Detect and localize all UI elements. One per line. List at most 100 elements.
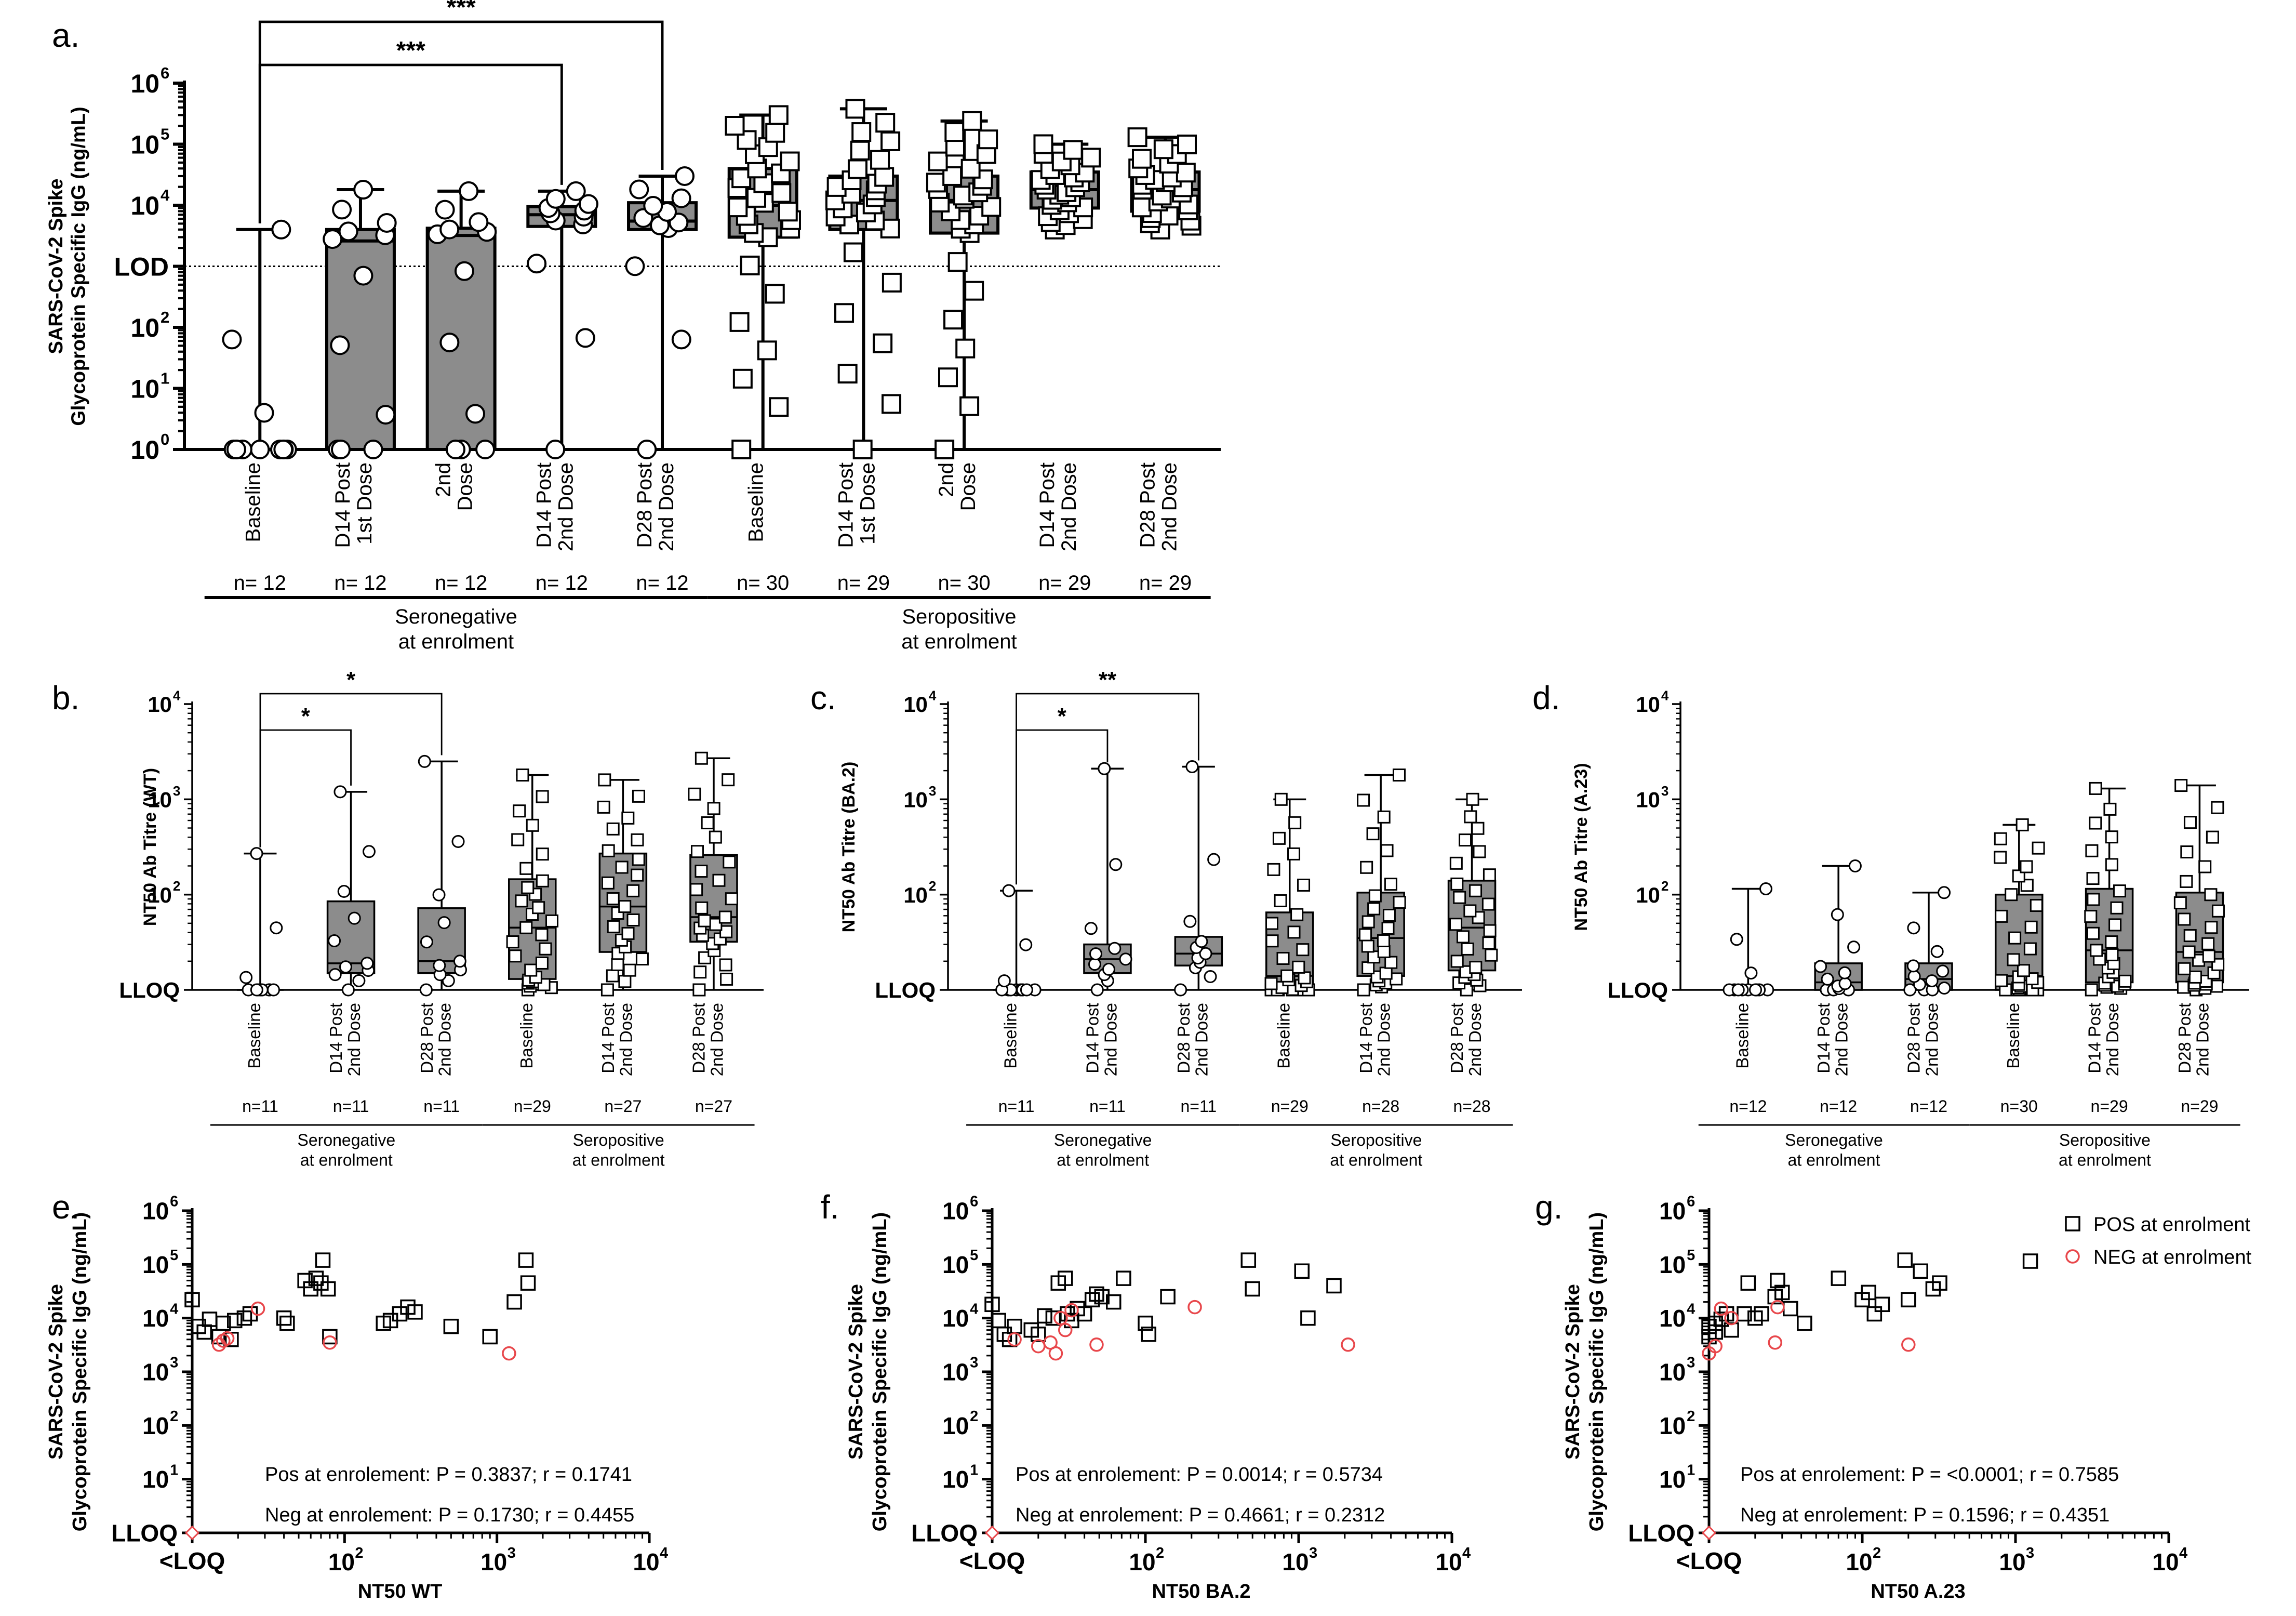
data-point (297, 1273, 313, 1289)
data-point (1368, 889, 1382, 903)
data-point (943, 310, 964, 330)
data-point (1119, 952, 1132, 966)
data-point (1183, 915, 1197, 928)
group-span-label: at enrolment (1057, 1150, 1149, 1169)
x-tick-base: 10 (1282, 1548, 1309, 1575)
data-point (1160, 1289, 1176, 1305)
panel-b-ytick-exp: 3 (173, 783, 180, 799)
data-point (1994, 832, 2007, 845)
data-point (2015, 818, 2029, 831)
x-tick-base: 10 (1435, 1548, 1462, 1575)
group-n-label: n= 29 (1139, 572, 1192, 594)
panel-b-ytick-exp: 2 (173, 878, 180, 894)
data-point (518, 1252, 534, 1268)
data-point (2211, 801, 2224, 814)
x-tick-label: <LOQ (959, 1547, 1025, 1574)
stats-annotation: Neg at enrolement: P = 0.1730; r = 0.445… (265, 1504, 634, 1526)
data-point (602, 844, 615, 857)
data-point (328, 934, 341, 948)
data-point (330, 335, 350, 355)
panel-c-ytick-exp: 4 (929, 687, 937, 703)
data-point (1274, 792, 1288, 806)
data-point (1740, 1275, 1756, 1291)
data-point (1384, 878, 1397, 891)
data-point (1932, 1275, 1947, 1291)
data-point (361, 957, 374, 970)
data-point (851, 122, 872, 142)
data-point (254, 403, 274, 423)
data-point (271, 219, 291, 240)
panel-c-ytick-base: 10 (903, 883, 928, 907)
data-point (437, 916, 451, 930)
data-point (526, 818, 539, 832)
x-category-label: 2nd Dose (435, 1003, 454, 1076)
data-point (1106, 1294, 1122, 1310)
data-point (1058, 1322, 1073, 1337)
x-category-label: 1st Dose (856, 462, 879, 545)
stats-annotation: Neg at enrolement: P = 0.4661; r = 0.231… (1016, 1504, 1385, 1526)
data-point (196, 1324, 212, 1340)
panel-g-ytick-exp: 5 (1687, 1247, 1695, 1264)
x-category-label: D28 Post (1447, 1003, 1466, 1074)
data-point (771, 183, 792, 203)
y-axis-title: NT50 Ab Titre (WT) (140, 768, 160, 926)
data-point (520, 1275, 536, 1291)
data-point (2084, 910, 2098, 923)
data-point (250, 983, 263, 997)
panel-letter: g. (1535, 1188, 1563, 1226)
y-axis-title: NT50 Ab Titre (A.23) (1571, 763, 1591, 931)
data-point (1287, 925, 1301, 939)
group-n-label: n=27 (695, 1097, 732, 1116)
significance-label: ** (1099, 667, 1117, 693)
data-point (524, 963, 538, 977)
data-point (1094, 1289, 1110, 1305)
panel-a: a. SARS-CoV-2 Spike Glycoprotein Specific … (45, 0, 1221, 653)
data-point (2007, 953, 2020, 966)
panel-f-ytick-label: LLOQ (911, 1520, 978, 1547)
data-point (1821, 972, 1834, 986)
group-span-label: at enrolment (300, 1150, 393, 1169)
x-tick-base: 10 (480, 1548, 507, 1575)
data-point (539, 942, 552, 956)
x-category-label: 2nd Dose (1158, 462, 1181, 551)
x-tick-exp: 4 (1462, 1545, 1471, 1561)
group-span-label: at enrolment (1788, 1150, 1880, 1169)
data-point (1300, 1310, 1316, 1326)
significance-label: *** (396, 37, 425, 64)
data-point (2032, 841, 2045, 855)
y-axis-title: Glycoprotein Specific IgG (ng/mL) (68, 107, 90, 426)
x-tick-exp: 2 (355, 1545, 363, 1561)
x-tick-base: 10 (1999, 1548, 2025, 1575)
data-point (502, 1346, 516, 1361)
panel-letter: b. (52, 679, 79, 717)
data-point (341, 983, 355, 997)
data-point (1265, 934, 1279, 948)
data-point (944, 122, 965, 142)
group-n-label: n=12 (1910, 1097, 1947, 1116)
x-category-label: 2nd Dose (1922, 1003, 1941, 1076)
panel-a-ytick-base: 10 (130, 130, 159, 160)
data-point (1341, 1337, 1355, 1352)
data-point (725, 892, 738, 906)
panel-f-ytick-base: 10 (942, 1359, 969, 1386)
x-category-label: D28 Post (1174, 1003, 1193, 1074)
data-point (1274, 894, 1287, 907)
data-point (1199, 947, 1212, 960)
data-point (2205, 921, 2218, 934)
data-point (688, 787, 701, 801)
x-tick-base: 10 (1846, 1548, 1872, 1575)
data-point (1089, 947, 1103, 961)
data-point (535, 928, 549, 942)
data-point (991, 1313, 1006, 1329)
data-point (1141, 1327, 1157, 1342)
data-point (962, 111, 982, 131)
data-point (1287, 847, 1301, 860)
data-point (222, 329, 242, 350)
data-point (1116, 1270, 1131, 1286)
data-point (226, 440, 246, 459)
stats-annotation: Pos at enrolement: P = 0.0014; r = 0.573… (1016, 1464, 1383, 1486)
data-point (1930, 945, 1944, 958)
